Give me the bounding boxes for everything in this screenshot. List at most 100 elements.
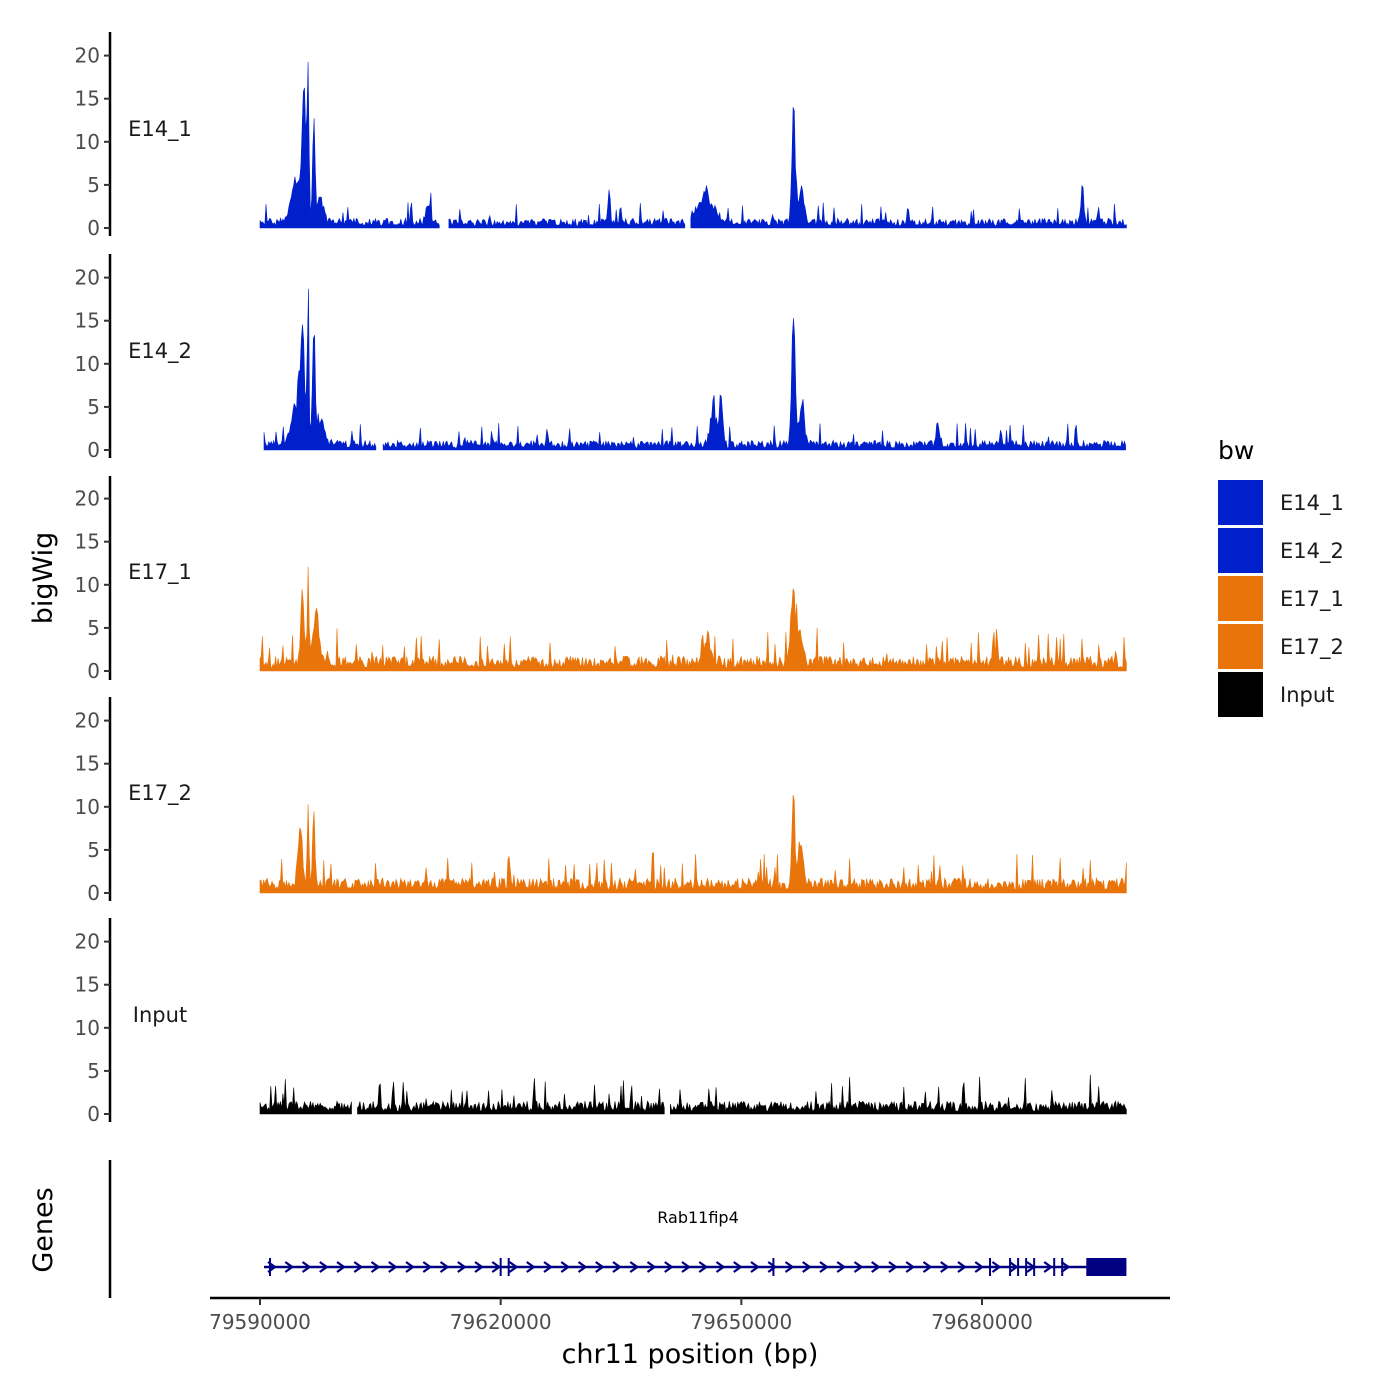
strand-arrow (991, 1261, 1002, 1273)
strand-arrow (784, 1261, 795, 1273)
strand-arrow (405, 1261, 415, 1273)
y-tick-label: 5 (87, 395, 100, 419)
y-tick-label: 20 (75, 44, 100, 68)
y-tick-label: 0 (87, 1102, 100, 1126)
strand-arrow (595, 1261, 605, 1273)
legend-swatch (1218, 624, 1263, 669)
legend-label: E17_1 (1280, 587, 1344, 612)
legend-swatch (1218, 576, 1263, 621)
strand-arrow (353, 1261, 364, 1273)
gene-label: Rab11fip4 (657, 1208, 739, 1227)
strand-arrow (526, 1261, 536, 1273)
y-axis-title: bigWig (28, 532, 59, 625)
y-tick-label: 10 (75, 573, 100, 597)
y-tick-label: 15 (75, 309, 100, 333)
y-tick-label: 15 (75, 752, 100, 776)
y-tick-label: 20 (75, 709, 100, 733)
strand-arrow (491, 1261, 502, 1273)
track-label: E17_1 (128, 560, 192, 585)
strand-arrow (577, 1261, 588, 1273)
track-e14-1: 0 5 10 15 20 E14_1 (75, 32, 1127, 240)
signal-area (259, 795, 1127, 894)
strand-arrow (284, 1261, 295, 1273)
strand-arrow (940, 1261, 950, 1273)
y-tick-label: 5 (87, 838, 100, 862)
strand-arrow (1009, 1261, 1019, 1273)
legend: bw E14_1 E14_2 E17_1 E17_2 Input (1218, 436, 1344, 717)
utr-block (1086, 1258, 1127, 1276)
y-tick-label: 10 (75, 352, 100, 376)
x-tick-label: 79590000 (209, 1310, 311, 1334)
y-tick-label: 0 (87, 216, 100, 240)
strand-arrow (681, 1261, 691, 1273)
y-tick-label: 5 (87, 1059, 100, 1083)
y-tick-label: 10 (75, 1016, 100, 1040)
strand-arrow (922, 1261, 933, 1273)
y-tick-label: 5 (87, 173, 100, 197)
strand-arrow (474, 1261, 484, 1273)
y-tick-label: 20 (75, 487, 100, 511)
gene-track: Rab11fip4 (108, 1160, 1127, 1298)
strand-arrow (802, 1261, 812, 1273)
track-e17-2: 0 5 10 15 20 E17_2 (75, 697, 1127, 905)
track-label: E14_1 (128, 117, 192, 142)
signal-area (259, 1079, 352, 1115)
legend-label: E14_1 (1280, 491, 1344, 516)
bigwig-tracks: 05101520E14_105101520E14_205101520E17_10… (75, 32, 1127, 1126)
x-tick-label: 79620000 (450, 1310, 552, 1334)
legend-label: E14_2 (1280, 539, 1344, 564)
track-e14-2: 0 5 10 15 20 E14_2 (75, 254, 1126, 462)
strand-arrow (836, 1261, 847, 1273)
x-axis-title: chr11 position (bp) (562, 1339, 819, 1370)
x-tick-label: 79650000 (690, 1310, 792, 1334)
y-tick-label: 15 (75, 973, 100, 997)
strand-arrow (733, 1261, 743, 1273)
strand-arrow (543, 1261, 553, 1273)
y-tick-label: 0 (87, 438, 100, 462)
y-tick-label: 0 (87, 881, 100, 905)
signal-area (690, 107, 1127, 229)
strand-arrow (1043, 1261, 1054, 1273)
signal-area (670, 1074, 1127, 1115)
strand-arrow (957, 1261, 967, 1273)
y-tick-label: 5 (87, 616, 100, 640)
signal-area (382, 318, 1126, 451)
track-input: 0 5 10 15 20 Input (75, 918, 1127, 1126)
x-tick-label: 79680000 (931, 1310, 1033, 1334)
signal-area (357, 1078, 665, 1115)
y-tick-label: 10 (75, 795, 100, 819)
y-tick-label: 15 (75, 87, 100, 111)
strand-arrow (301, 1261, 312, 1273)
genes-axis-title: Genes (28, 1187, 59, 1272)
strand-arrow (319, 1261, 329, 1273)
strand-arrow (905, 1261, 916, 1273)
track-label: E14_2 (128, 339, 192, 364)
track-label: Input (133, 1003, 187, 1027)
y-tick-label: 15 (75, 530, 100, 554)
legend-label: E17_2 (1280, 635, 1344, 660)
x-axis: 79590000 79620000 79650000 79680000 (209, 1296, 1170, 1334)
strand-arrow (715, 1261, 726, 1273)
y-tick-label: 0 (87, 659, 100, 683)
strand-arrow (370, 1261, 381, 1273)
legend-swatch (1218, 480, 1263, 525)
strand-arrow (888, 1261, 898, 1273)
strand-arrow (629, 1261, 640, 1273)
y-tick-label: 20 (75, 266, 100, 290)
track-e17-1: 0 5 10 15 20 E17_1 (75, 476, 1127, 683)
y-tick-label: 20 (75, 930, 100, 954)
signal-area (263, 288, 377, 451)
signal-area (259, 566, 1127, 672)
strand-arrow (336, 1261, 346, 1273)
strand-arrow (422, 1261, 433, 1273)
strand-arrow (560, 1261, 571, 1273)
track-label: E17_2 (128, 781, 192, 806)
signal-area (259, 61, 440, 229)
legend-swatch (1218, 528, 1263, 573)
strand-arrow (646, 1261, 657, 1273)
strand-arrow (612, 1261, 622, 1273)
strand-arrow (388, 1261, 398, 1273)
strand-arrow (853, 1261, 864, 1273)
strand-arrow (698, 1261, 709, 1273)
